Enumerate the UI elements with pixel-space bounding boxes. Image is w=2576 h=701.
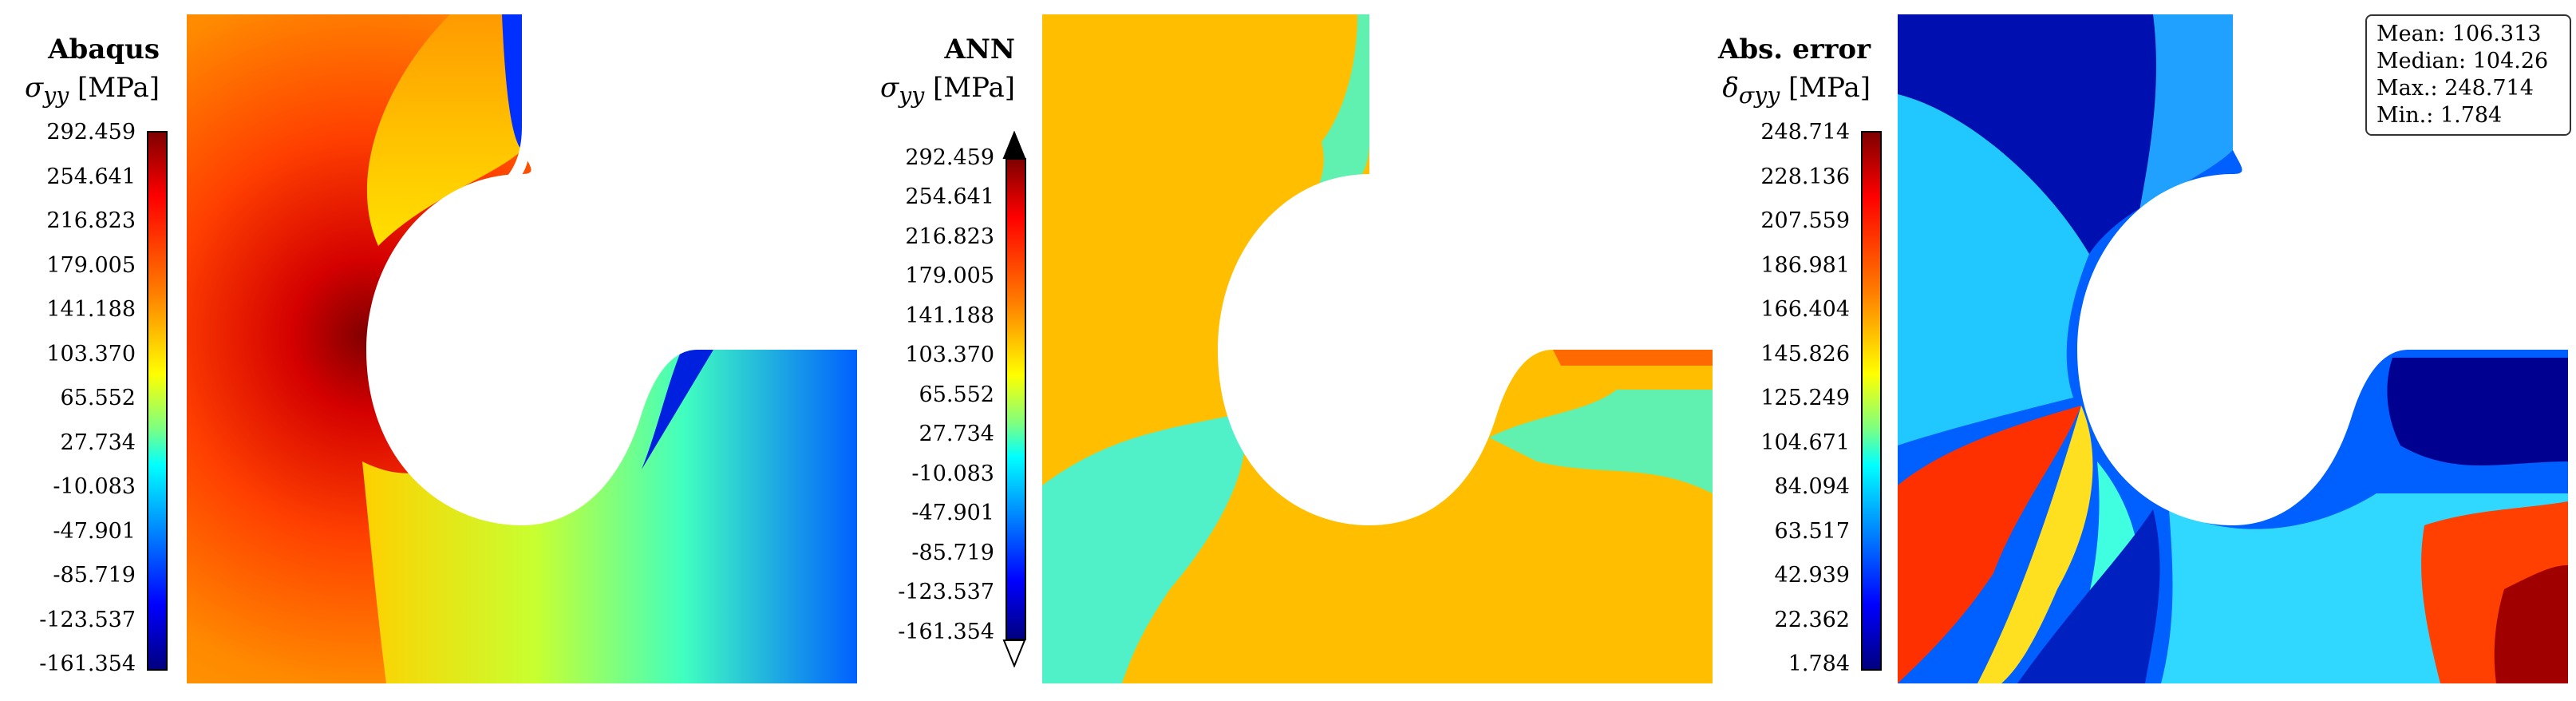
tick-label: 179.005 (46, 253, 136, 278)
tick-label: 141.188 (46, 297, 136, 322)
subtitle-unit: [MPa] (77, 72, 160, 104)
stats-median: Median: 104.26 (2376, 49, 2549, 73)
tick-label: 65.552 (919, 382, 994, 407)
field-notch-darkblue (2387, 358, 2568, 465)
colorbar (1861, 131, 1882, 671)
tick-label: 27.734 (60, 430, 136, 455)
colorbar-extend-top (1002, 131, 1026, 159)
panel-title: Abs. error (1717, 34, 1871, 65)
tick-label: 63.517 (1774, 519, 1850, 544)
panel-subtitle: σyy [MPa] (0, 72, 160, 112)
hole-cutout (366, 14, 857, 525)
tick-label: 292.459 (905, 145, 994, 170)
field-bottom-dark (2017, 509, 2160, 683)
tick-label: 292.459 (46, 120, 136, 145)
hole-cutout (2077, 14, 2568, 525)
tick-label: 216.823 (46, 208, 136, 233)
stats-max: Max.: 248.714 (2376, 76, 2534, 101)
tick-label: 228.136 (1760, 164, 1850, 189)
field-top-cyan-strip (2137, 14, 2233, 222)
tick-label: -161.354 (39, 651, 136, 676)
subtitle-subscript: yy (899, 81, 925, 109)
colorbar (1006, 158, 1026, 640)
field-bottom-right-darkred (2494, 565, 2568, 683)
colorbar (147, 131, 168, 671)
tick-label: 166.404 (1760, 297, 1850, 322)
stress-field-ann (1042, 14, 1713, 683)
subtitle-symbol: σ (879, 72, 899, 104)
tick-label: 125.249 (1760, 386, 1850, 410)
tick-label: -161.354 (898, 620, 994, 644)
tick-label: -123.537 (898, 580, 994, 604)
panel-abs-error: Abs. error δσyy [MPa] 248.714 228.136 20… (1717, 0, 2576, 701)
panel-abaqus: Abaqus σyy [MPa] 292.459 254.641 216.823… (0, 0, 859, 701)
error-field (1898, 14, 2568, 683)
stress-field-abaqus (187, 14, 857, 683)
field-middle-yellow (1977, 406, 2093, 683)
tick-label: 145.826 (1760, 342, 1850, 366)
tick-label: 216.823 (905, 224, 994, 249)
subtitle-symbol: σ (24, 72, 44, 104)
field-cyan-band (1042, 414, 1246, 683)
tick-label: 65.552 (60, 386, 136, 410)
tick-label: 254.641 (905, 184, 994, 209)
field-top-cyan (1306, 14, 1369, 206)
tick-label: 104.671 (1760, 430, 1850, 455)
panel-subtitle: σyy [MPa] (859, 72, 1015, 112)
panel-title: Abaqus (48, 34, 160, 65)
subtitle-subscript: yy (43, 81, 69, 109)
tick-label: -47.901 (911, 501, 994, 525)
field-cyan-right (1489, 390, 1713, 493)
tick-label: 84.094 (1774, 474, 1850, 499)
tick-label: 254.641 (46, 164, 136, 189)
tick-label: -47.901 (53, 519, 136, 544)
field-left-red (1898, 406, 2081, 683)
tick-label: 103.370 (905, 343, 994, 367)
tick-label: 42.939 (1774, 563, 1850, 588)
subtitle-unit: [MPa] (1788, 72, 1871, 104)
stats-min: Min.: 1.784 (2376, 103, 2503, 128)
field-top-region (366, 14, 522, 246)
tick-label: 27.734 (919, 422, 994, 446)
tick-label: 141.188 (905, 303, 994, 328)
panel-ann: ANN σyy [MPa] 292.459 254.641 216.823 17… (859, 0, 1717, 701)
tick-label: 248.714 (1760, 120, 1850, 145)
tick-label: -123.537 (39, 608, 136, 632)
field-notch-blue (642, 350, 713, 469)
tick-label: -85.719 (911, 541, 994, 565)
stats-box: Mean: 106.313 Median: 104.26 Max.: 248.7… (2365, 14, 2571, 136)
field-left-cyan (1898, 94, 2089, 446)
field-edge-orange (1553, 350, 1713, 366)
tick-label: 103.370 (46, 342, 136, 366)
field-lower-gradient (362, 350, 857, 683)
panel-title: ANN (944, 34, 1015, 65)
tick-label: -10.083 (911, 461, 994, 486)
hole-cutout (1218, 14, 1713, 525)
tick-label: 186.981 (1760, 253, 1850, 278)
field-blue-strip (502, 14, 522, 150)
panel-subtitle: δσyy [MPa] (1717, 72, 1871, 112)
tick-label: 207.559 (1760, 208, 1850, 233)
tick-label: -85.719 (53, 563, 136, 588)
subtitle-subscript: σyy (1738, 81, 1780, 109)
tick-label: 1.784 (1788, 651, 1850, 676)
subtitle-unit: [MPa] (933, 72, 1015, 104)
tick-label: 22.362 (1774, 608, 1850, 632)
tick-label: -10.083 (53, 474, 136, 499)
subtitle-symbol: δ (1722, 72, 1739, 104)
stats-mean: Mean: 106.313 (2376, 22, 2542, 46)
tick-label: 179.005 (905, 263, 994, 288)
colorbar-extend-bottom (1002, 640, 1026, 667)
upper-notch-cutout (466, 126, 530, 202)
